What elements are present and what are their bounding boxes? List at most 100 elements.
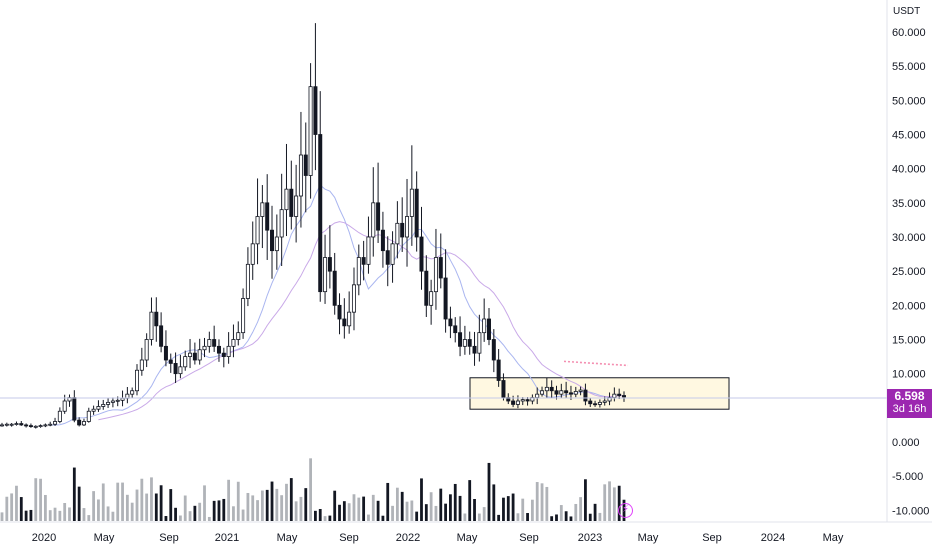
volume-bar xyxy=(236,481,240,521)
candle-body xyxy=(91,408,96,412)
candle-body xyxy=(347,311,352,327)
candle-body xyxy=(395,222,400,245)
volume-bar xyxy=(207,516,211,521)
y-tick-label: 40.000 xyxy=(892,164,926,176)
volume-bar xyxy=(540,483,544,521)
candle-body xyxy=(62,400,67,412)
volume-bar xyxy=(222,498,226,521)
y-tick-label: 45.000 xyxy=(892,130,926,142)
candle-body xyxy=(588,400,593,405)
y-tick-label: 25.000 xyxy=(892,266,926,278)
volume-bar xyxy=(612,487,616,521)
candle-body xyxy=(477,332,482,354)
candle-body xyxy=(458,332,463,347)
volume-bar xyxy=(270,481,274,521)
candle-body xyxy=(583,389,588,402)
volume-bar xyxy=(444,503,447,521)
volume-bar xyxy=(482,507,486,521)
candle-body xyxy=(419,236,424,272)
volume-bar xyxy=(212,500,216,521)
y-tick-label: 55.000 xyxy=(892,61,926,73)
volume-bar xyxy=(260,490,264,521)
volume-bar xyxy=(39,478,42,521)
volume-bar xyxy=(526,513,529,521)
candle-body xyxy=(9,423,14,426)
volume-bar xyxy=(395,487,399,521)
candle-body xyxy=(294,195,299,217)
candle-body xyxy=(573,391,578,395)
candle-body xyxy=(303,154,308,176)
volume-bar xyxy=(227,479,231,521)
volume-bar xyxy=(439,488,443,521)
candle-body xyxy=(255,216,260,245)
last-price-value: 6.598 xyxy=(894,389,925,403)
candle-body xyxy=(578,389,583,392)
volume-bar xyxy=(550,516,554,521)
candle-body xyxy=(270,229,275,252)
candle-body xyxy=(38,425,43,428)
candle-body xyxy=(77,419,82,426)
candle-body xyxy=(491,339,496,361)
candle-body xyxy=(390,243,395,265)
volume-bar xyxy=(530,499,534,521)
candle-body xyxy=(443,277,448,320)
volume-bar xyxy=(111,511,115,521)
volume-bar xyxy=(294,501,298,521)
volume-bar xyxy=(458,495,462,521)
volume-bar xyxy=(473,499,476,521)
candle-body xyxy=(438,257,443,279)
y-tick-label: 35.000 xyxy=(892,198,926,210)
moving-average-line xyxy=(98,221,625,421)
volume-bar xyxy=(347,503,351,521)
volume-bar xyxy=(15,485,18,521)
volume-bar xyxy=(280,495,284,521)
candle-body xyxy=(163,345,168,361)
candle-body xyxy=(482,318,487,334)
volume-bar xyxy=(314,510,317,521)
volume-bar xyxy=(101,483,105,521)
candle-body xyxy=(559,390,564,395)
volume-bar xyxy=(251,495,255,521)
y-axis[interactable]: 60.000 55.000 50.000 45.000 40.000 35.000 30.0… xyxy=(892,27,929,517)
volume-bar xyxy=(429,492,433,521)
candle-body xyxy=(106,401,111,405)
candle-body xyxy=(400,222,405,238)
volume-bar xyxy=(617,485,621,521)
bar-countdown: 3d 16h xyxy=(892,403,927,415)
x-tick-label: May xyxy=(457,532,478,544)
moving-average-line xyxy=(50,184,625,426)
candle-body xyxy=(298,154,303,197)
volume-bar xyxy=(559,505,563,521)
flash-icon[interactable]: ⚡ xyxy=(618,503,633,518)
volume-bar xyxy=(400,491,404,521)
y-tick-label: 50.000 xyxy=(892,95,926,107)
volume-bar xyxy=(130,502,134,521)
candle-body xyxy=(549,386,554,392)
x-axis[interactable]: 2020 May Sep 2021 May Sep 2022 May Sep 2023 May Sep… xyxy=(32,532,844,544)
volume-bar xyxy=(338,504,341,521)
volume-bar xyxy=(598,512,602,521)
volume-bar xyxy=(265,489,269,521)
candle-body xyxy=(24,424,29,427)
x-tick-label: Sep xyxy=(519,532,539,544)
candle-body xyxy=(511,400,516,405)
volume-bar xyxy=(5,496,9,521)
candle-body xyxy=(14,423,19,425)
volume-bar xyxy=(145,493,149,521)
volume-bar xyxy=(569,516,573,521)
candle-body xyxy=(154,311,159,327)
volume-bar xyxy=(193,505,197,521)
volume-bar xyxy=(502,497,505,521)
candle-body xyxy=(351,284,356,313)
volume-bar xyxy=(487,462,491,521)
volume-bar xyxy=(545,486,549,521)
volume-bar xyxy=(453,483,457,521)
candle-body xyxy=(414,188,419,238)
candle-body xyxy=(19,423,24,426)
volume-bar xyxy=(434,505,438,521)
volume-bar xyxy=(116,482,120,521)
volume-bar xyxy=(154,493,158,521)
candle-body xyxy=(313,86,318,135)
